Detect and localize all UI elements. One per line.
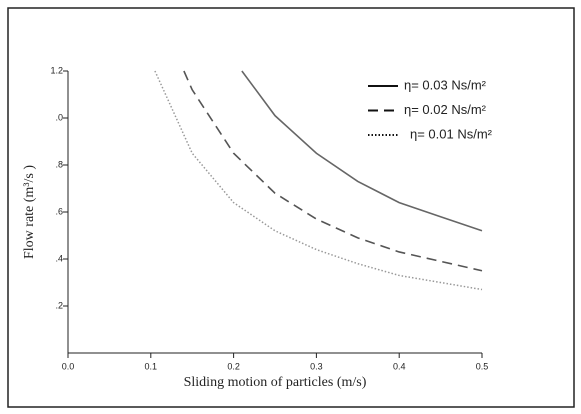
y-tick-label: .8 [55, 159, 63, 169]
legend-label: η= 0.01 Ns/m² [410, 126, 493, 141]
y-tick-label: .0 [55, 112, 63, 122]
x-tick-label: 0.3 [310, 361, 323, 371]
y-tick-label: .2 [55, 300, 63, 310]
y-tick-label: 1.2 [50, 65, 63, 75]
line-series [183, 70, 483, 272]
line-series [154, 70, 483, 291]
x-tick-label: 0.2 [227, 361, 240, 371]
x-tick-label: 0.1 [145, 361, 158, 371]
legend-label: η= 0.02 Ns/m² [404, 102, 487, 117]
y-tick-label: .4 [55, 253, 63, 263]
x-tick-label: 0.5 [476, 361, 489, 371]
line-series [241, 70, 483, 232]
x-tick-label: 0.4 [393, 361, 406, 371]
y-tick-label: .6 [55, 206, 63, 216]
y-axis-label: Flow rate (m³/s ) [22, 165, 37, 259]
x-tick-label: 0.0 [62, 361, 75, 371]
frame [7, 7, 575, 408]
x-axis-label: Sliding motion of particles (m/s) [184, 375, 367, 390]
legend-label: η= 0.03 Ns/m² [404, 77, 487, 92]
